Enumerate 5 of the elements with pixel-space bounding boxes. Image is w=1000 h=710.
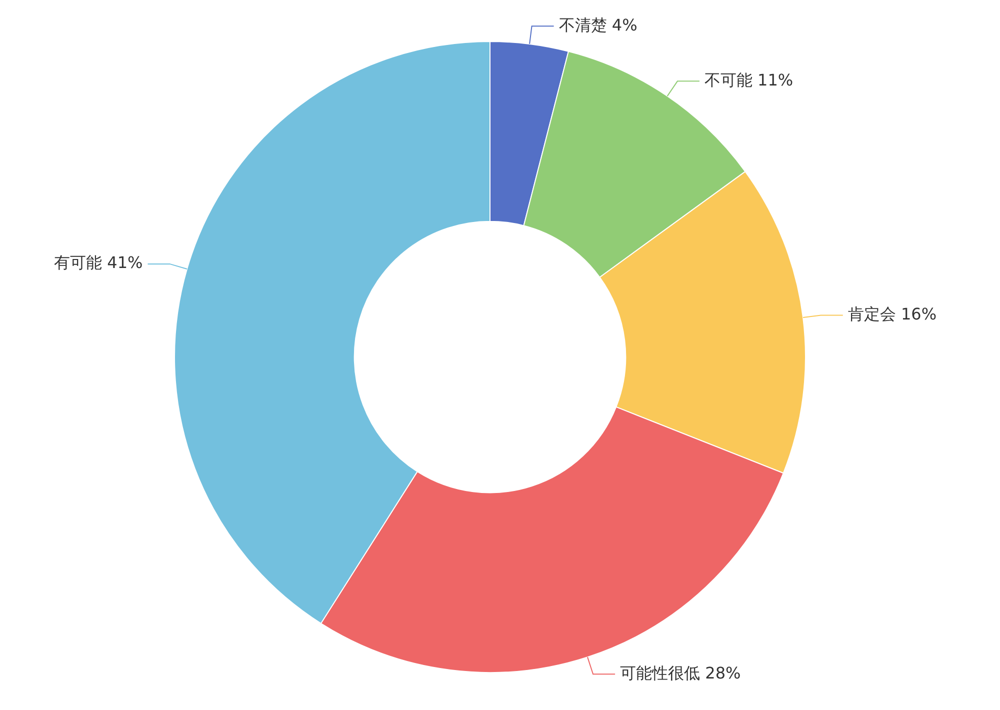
slice-label: 可能性很低 28% bbox=[620, 663, 741, 682]
slice-label: 肯定会 16% bbox=[848, 304, 937, 324]
slice-label: 不可能 11% bbox=[704, 70, 794, 90]
slice-label: 有可能 41% bbox=[54, 253, 143, 272]
slice-label: 不清楚 4% bbox=[558, 15, 638, 34]
